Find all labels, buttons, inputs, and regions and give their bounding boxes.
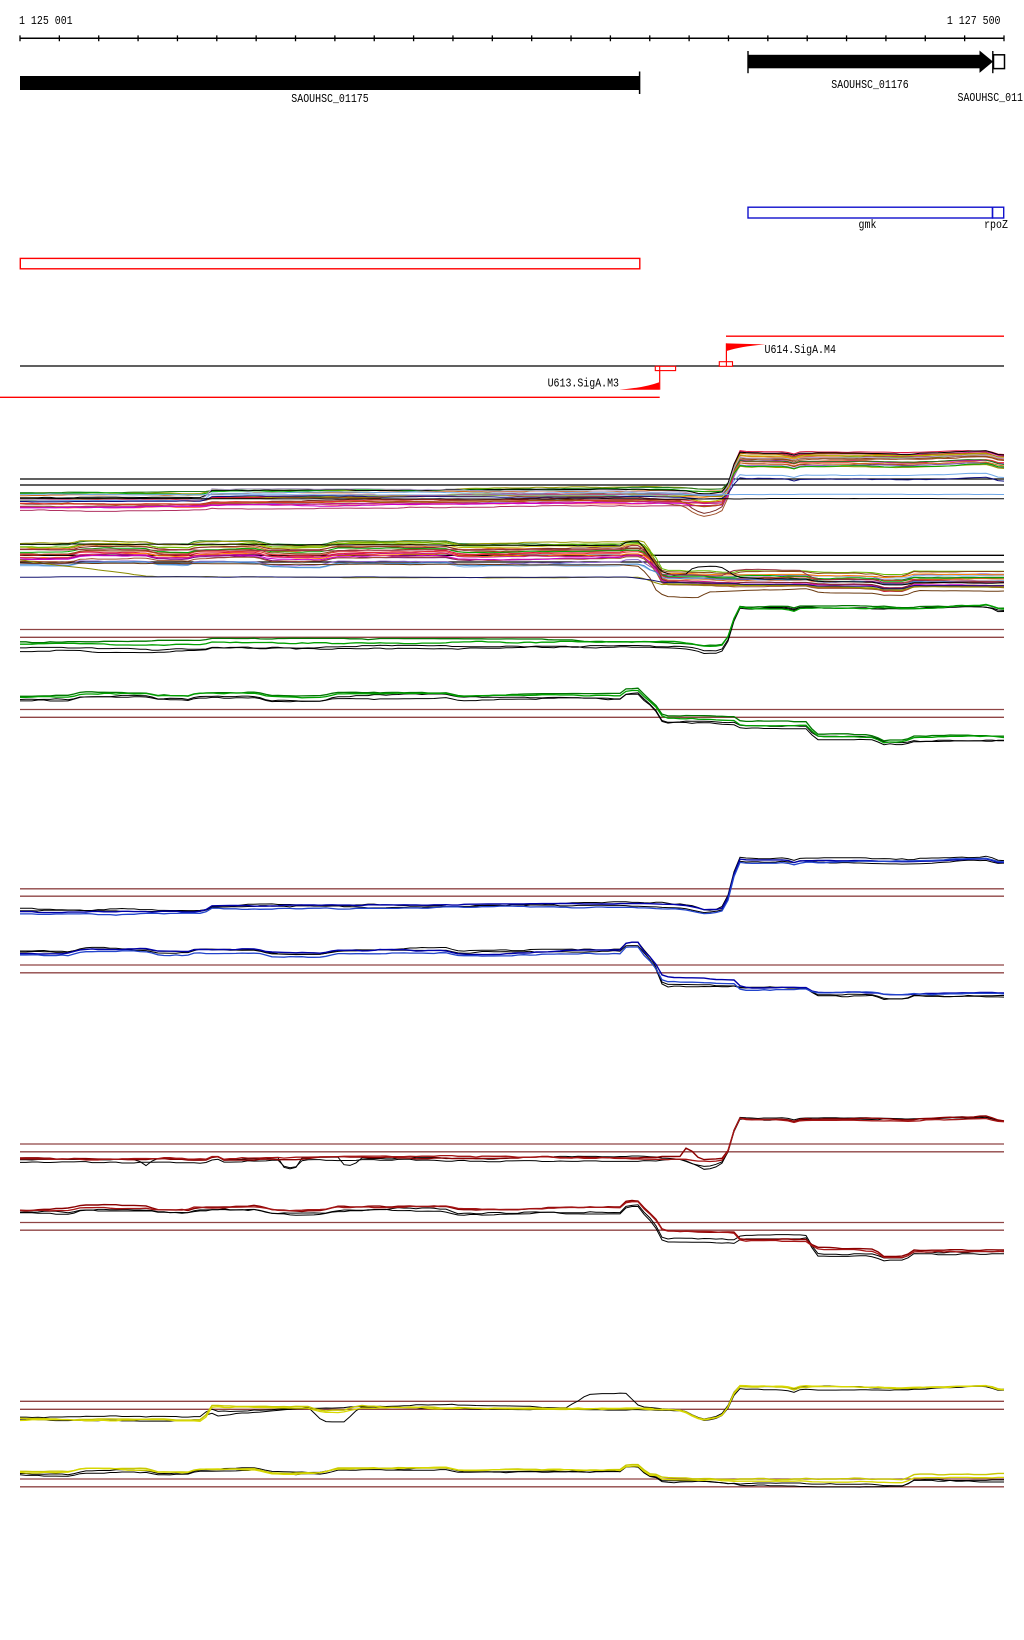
svg-text:1 125 001: 1 125 001	[19, 14, 73, 28]
svg-text:1 127 500: 1 127 500	[947, 14, 1001, 28]
svg-text:gmk: gmk	[859, 218, 877, 232]
svg-text:SAOUHSC_01175: SAOUHSC_01175	[291, 92, 368, 106]
svg-text:U614.SigA.M4: U614.SigA.M4	[765, 343, 836, 357]
svg-text:U613.SigA.M3: U613.SigA.M3	[548, 377, 619, 391]
svg-text:SAOUHSC_01176: SAOUHSC_01176	[831, 78, 908, 92]
svg-text:SAOUHSC_011: SAOUHSC_011	[958, 91, 1024, 105]
svg-text:rpoZ: rpoZ	[984, 218, 1008, 232]
